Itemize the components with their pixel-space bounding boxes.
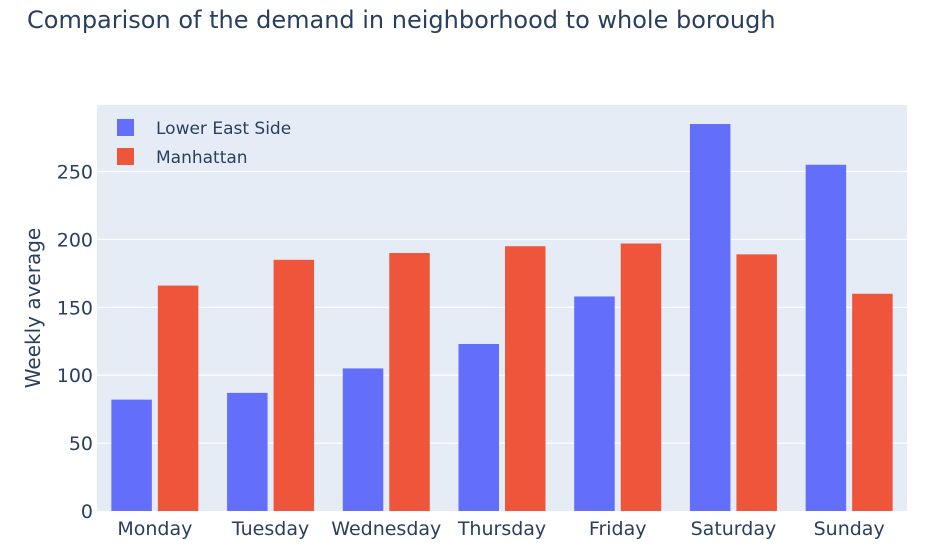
y-tick-label: 50 (69, 433, 93, 455)
bar-lower-east-side-sunday[interactable] (805, 164, 847, 511)
legend-swatch[interactable] (117, 148, 134, 165)
bars (111, 124, 893, 511)
bar-lower-east-side-tuesday[interactable] (227, 392, 268, 511)
x-tick-label: Sunday (814, 518, 885, 540)
x-tick-label: Friday (589, 518, 647, 540)
legend-swatch[interactable] (117, 119, 134, 136)
bar-manhattan-thursday[interactable] (505, 246, 546, 511)
y-axis-label: Weekly average (21, 228, 45, 388)
y-axis-ticks: 0 50 100 150 200 250 (57, 162, 93, 523)
bar-lower-east-side-friday[interactable] (574, 296, 615, 511)
y-tick-label: 200 (57, 229, 93, 251)
y-tick-label: 250 (57, 162, 93, 184)
chart-title: Comparison of the demand in neighborhood… (27, 6, 776, 34)
x-axis-ticks: Monday Tuesday Wednesday Thursday Friday Satu… (117, 518, 884, 540)
x-tick-label: Tuesday (231, 518, 309, 540)
x-tick-label: Monday (117, 518, 192, 540)
bar-lower-east-side-saturday[interactable] (689, 124, 731, 511)
bar-manhattan-saturday[interactable] (736, 254, 777, 511)
legend-label[interactable]: Manhattan (156, 148, 248, 168)
x-tick-label: Thursday (457, 518, 546, 540)
x-tick-label: Saturday (691, 518, 777, 540)
legend-label[interactable]: Lower East Side (156, 119, 291, 139)
y-tick-label: 150 (57, 297, 93, 319)
bar-lower-east-side-monday[interactable] (111, 399, 152, 511)
bar-lower-east-side-wednesday[interactable] (342, 368, 384, 511)
bar-manhattan-sunday[interactable] (852, 293, 893, 511)
bar-manhattan-tuesday[interactable] (273, 259, 315, 511)
bar-manhattan-monday[interactable] (157, 285, 199, 511)
bar-lower-east-side-thursday[interactable] (458, 343, 500, 511)
legend[interactable]: Lower East Side Manhattan (117, 119, 291, 168)
y-tick-label: 100 (57, 365, 93, 387)
x-tick-label: Wednesday (331, 518, 441, 540)
y-tick-label: 0 (81, 501, 93, 523)
bar-manhattan-wednesday[interactable] (389, 253, 430, 511)
bar-manhattan-friday[interactable] (620, 243, 662, 511)
